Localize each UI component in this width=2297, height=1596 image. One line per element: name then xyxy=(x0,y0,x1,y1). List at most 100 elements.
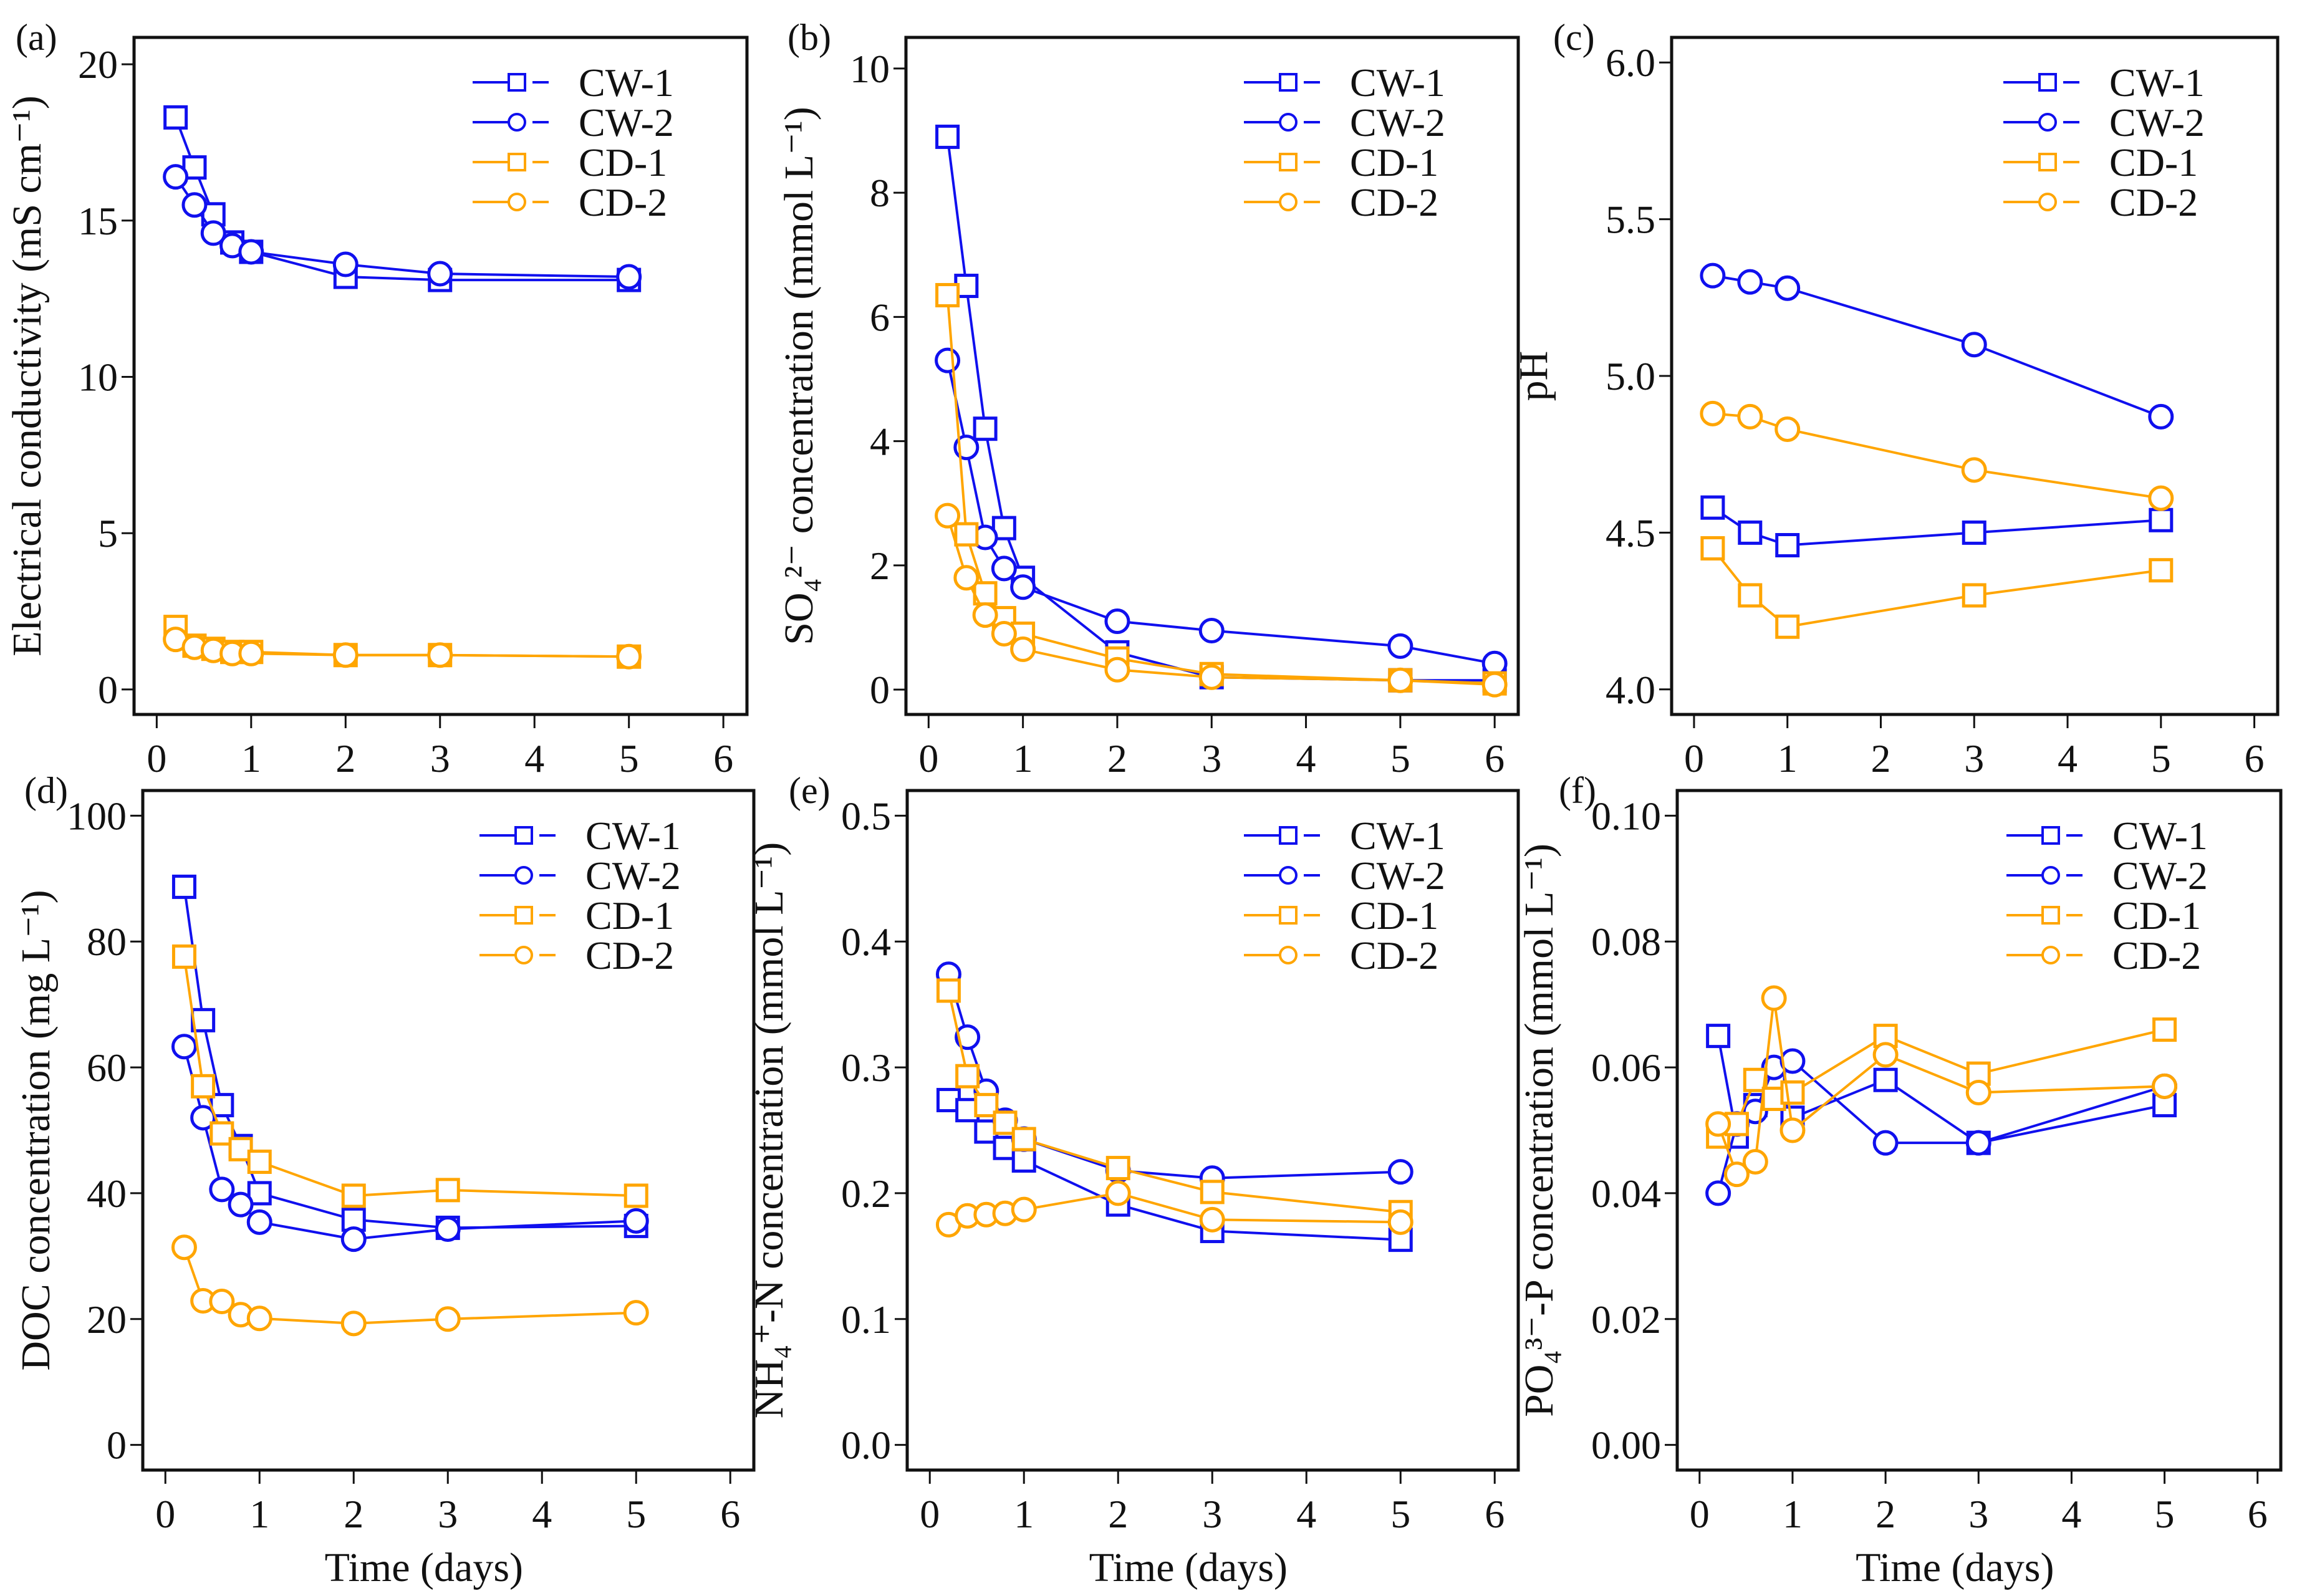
x-tick-label: 5 xyxy=(626,1492,646,1536)
series-cd-2 xyxy=(935,1180,1413,1238)
legend-marker-circle xyxy=(2038,193,2057,211)
x-tick-label: 2 xyxy=(1107,736,1127,781)
x-tick-label: 3 xyxy=(438,1492,458,1536)
data-point-circle xyxy=(181,192,208,218)
data-point-square xyxy=(1011,1127,1036,1151)
data-point-circle xyxy=(246,1305,272,1332)
legend-entry: CW-1 xyxy=(2003,60,2205,105)
panel-a: (a) 0 1 2 3 4 5 6 0 5 10 15 20 Electrical conductivit… xyxy=(4,17,749,781)
data-point-square xyxy=(624,1183,648,1208)
x-axis-title: Time (days) xyxy=(1089,1545,1288,1590)
data-point-circle xyxy=(953,565,980,591)
legend-entry: CD-1 xyxy=(479,893,674,938)
x-tick-label: 5 xyxy=(2151,736,2171,781)
data-point-circle xyxy=(1965,1130,1991,1156)
legend-entry: CW-2 xyxy=(1244,100,1445,145)
data-point-circle xyxy=(2152,1073,2178,1099)
data-point-square xyxy=(935,282,960,307)
legend-marker-circle xyxy=(1279,946,1298,964)
x-tick-label: 1 xyxy=(241,736,261,781)
x-tick-label: 2 xyxy=(335,736,355,781)
y-tick-label: 0.02 xyxy=(1591,1297,1661,1342)
data-point-circle xyxy=(1010,636,1036,662)
data-point-square xyxy=(936,978,961,1003)
legend-entry: CD-2 xyxy=(479,933,674,978)
x-tick-label: 0 xyxy=(155,1492,175,1536)
data-point-circle xyxy=(1742,1148,1768,1175)
data-point-circle xyxy=(171,1034,197,1060)
legend-marker-square xyxy=(508,73,526,92)
y-tick-label: 80 xyxy=(87,920,127,964)
x-tick-label: 4 xyxy=(524,736,544,781)
data-point-square xyxy=(1200,1180,1225,1204)
legend-entry: CW-1 xyxy=(479,814,681,858)
legend-label: CD-2 xyxy=(2112,933,2201,978)
data-point-circle xyxy=(332,251,359,277)
legend-marker-square xyxy=(508,153,526,171)
data-point-square xyxy=(171,944,196,969)
y-tick-label: 5.0 xyxy=(1606,354,1655,398)
legend-entry: CW-2 xyxy=(1244,853,1445,898)
legend-entry: CD-2 xyxy=(1244,933,1438,978)
legend-marker-circle xyxy=(1279,866,1298,885)
data-point-square xyxy=(1700,495,1725,520)
y-tick-label: 100 xyxy=(67,794,127,838)
data-point-square xyxy=(1700,536,1725,561)
legend-entry: CD-2 xyxy=(1244,180,1438,224)
x-tick-label: 1 xyxy=(1014,1492,1034,1536)
data-point-circle xyxy=(935,347,961,373)
y-tick-label: 0.04 xyxy=(1591,1171,1661,1216)
data-point-circle xyxy=(1779,1048,1806,1074)
data-point-circle xyxy=(1481,671,1508,698)
legend-entry: CD-1 xyxy=(2006,893,2201,938)
data-point-circle xyxy=(1775,275,1801,301)
y-axis-title: pH xyxy=(1511,351,1556,401)
data-point-square xyxy=(1775,614,1800,639)
x-tick-label: 5 xyxy=(1390,1492,1410,1536)
y-tick-label: 6.0 xyxy=(1606,41,1655,85)
legend-label: CW-2 xyxy=(2112,853,2208,898)
x-tick-label: 1 xyxy=(1013,736,1033,781)
y-tick-label: 10 xyxy=(78,355,118,400)
legend-entry: CD-2 xyxy=(2003,180,2198,224)
panel-label: (d) xyxy=(24,770,68,811)
legend-entry: CW-2 xyxy=(479,853,681,898)
series-cw-2 xyxy=(1700,262,2174,430)
data-point-circle xyxy=(972,602,998,628)
legend-label: CW-1 xyxy=(585,814,681,858)
x-tick-label: 4 xyxy=(1296,1492,1316,1536)
y-axis-title: SO₄²⁻ concentration (mmol L⁻¹) xyxy=(776,107,822,645)
data-point-circle xyxy=(935,502,961,529)
y-tick-label: 0.06 xyxy=(1591,1046,1661,1090)
legend-label: CW-1 xyxy=(2112,814,2208,858)
data-point-circle xyxy=(1700,262,1726,289)
x-axis-title: Time (days) xyxy=(1856,1545,2054,1590)
series-line xyxy=(947,990,1401,1214)
panel-e: (e) 0 1 2 3 4 5 6 0.0 0.1 0.2 0.3 0.4 0.5 Time (days) N… xyxy=(746,770,1520,1590)
data-point-circle xyxy=(616,264,642,290)
data-point-circle xyxy=(1737,403,1763,430)
legend-marker-circle xyxy=(514,866,533,885)
panel-label: (a) xyxy=(16,17,57,58)
x-axis-title: Time (days) xyxy=(325,1545,523,1590)
data-point-circle xyxy=(1700,400,1726,426)
series-cw-1 xyxy=(163,105,642,292)
data-point-square xyxy=(1738,520,1763,545)
y-tick-label: 0.3 xyxy=(841,1046,891,1090)
legend-marker-circle xyxy=(2041,866,2060,885)
x-tick-label: 2 xyxy=(1871,736,1890,781)
series-cw-2 xyxy=(163,164,642,290)
legend-label: CD-2 xyxy=(1350,933,1438,978)
data-point-circle xyxy=(1104,656,1130,683)
legend-entry: CD-2 xyxy=(473,180,667,224)
legend-label: CD-2 xyxy=(579,180,667,224)
x-tick-label: 0 xyxy=(920,1492,940,1536)
x-tick-label: 6 xyxy=(713,736,733,781)
series-cw-2 xyxy=(171,1034,649,1252)
data-point-circle xyxy=(1761,985,1787,1011)
legend-label: CD-1 xyxy=(1350,893,1438,938)
panel-label: (c) xyxy=(1553,17,1595,58)
data-point-circle xyxy=(1104,608,1130,635)
x-tick-label: 2 xyxy=(344,1492,364,1536)
